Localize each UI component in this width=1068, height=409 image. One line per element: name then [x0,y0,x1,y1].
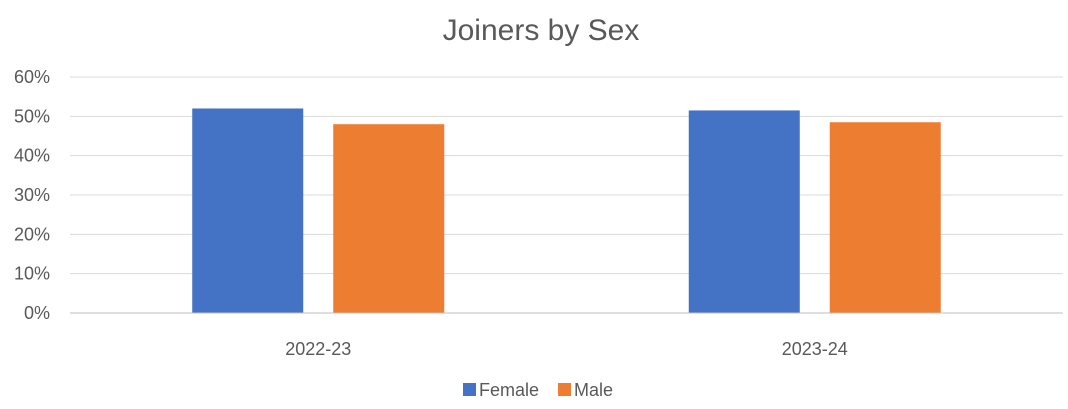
y-tick-label: 40% [14,146,50,166]
y-tick-label: 60% [14,67,50,87]
legend-label-female: Female [479,380,539,400]
legend: Female Male [463,380,613,400]
x-axis: 2022-23 2023-24 [70,312,1063,359]
bar-female-2022-23 [192,108,304,313]
bar-female-2023-24 [688,110,800,313]
y-tick-label: 50% [14,106,50,126]
bars-layer [192,108,941,313]
y-tick-label: 30% [14,185,50,205]
chart-title: Joiners by Sex [443,14,640,47]
legend-label-male: Male [574,380,613,400]
bar-male-2023-24 [829,122,941,313]
legend-swatch-male [558,383,572,396]
x-tick-label: 2023-24 [782,339,848,359]
y-tick-label: 0% [24,303,50,323]
bar-male-2022-23 [333,124,445,313]
y-tick-label: 20% [14,224,50,244]
x-tick-label: 2022-23 [285,339,351,359]
y-tick-label: 10% [14,264,50,284]
legend-swatch-female [463,383,476,396]
